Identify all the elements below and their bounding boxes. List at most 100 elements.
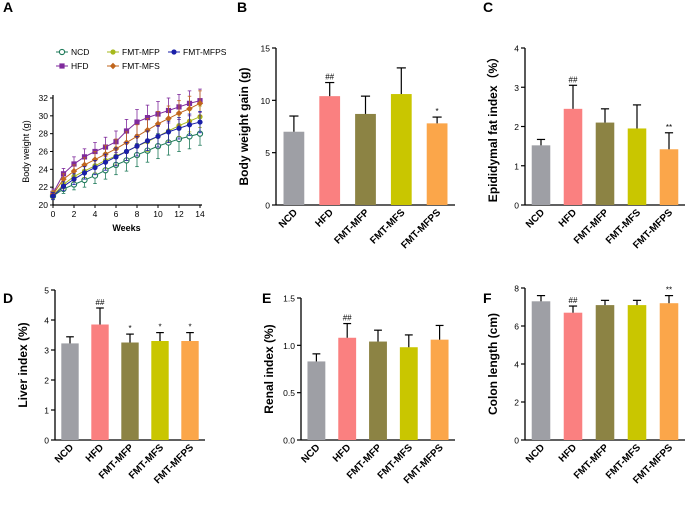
y-tick-label: 0.5	[283, 388, 295, 398]
y-tick-label: 3	[44, 346, 49, 356]
data-point	[197, 119, 203, 125]
significance-label: **	[666, 123, 672, 132]
data-point	[70, 167, 78, 175]
data-point	[176, 125, 182, 131]
y-tick-label: 6	[514, 322, 519, 332]
data-point	[60, 175, 67, 183]
data-point	[109, 62, 117, 70]
bar-FMT-MFP	[355, 113, 376, 205]
data-point	[71, 161, 77, 167]
bar-FMT-MFP	[369, 341, 387, 440]
bar-FMT-MFP	[595, 122, 615, 205]
data-point	[50, 193, 56, 199]
bar-NCD	[531, 145, 551, 205]
legend-item: NCD	[56, 47, 89, 57]
data-point	[144, 126, 151, 134]
data-point	[186, 122, 193, 128]
significance-label: **	[666, 286, 672, 295]
y-tick-label: 4	[514, 44, 519, 54]
data-point	[102, 159, 109, 165]
bar-FMT-MFP	[595, 305, 615, 440]
y-tick-label: 1.0	[283, 341, 295, 351]
category-label: HFD	[557, 207, 579, 229]
y-tick-label: 15	[261, 44, 271, 54]
category-label: NCD	[277, 207, 300, 230]
bar-FMT-MFPS	[426, 123, 448, 205]
legend-label: NCD	[71, 47, 89, 57]
legend: NCD FMT-MFP FMT-MFPS HFD FMT-MFS	[56, 47, 227, 71]
significance-label: *	[128, 324, 131, 333]
y-tick-label: 2	[514, 122, 519, 132]
y-axis-label: Colon length (cm)	[486, 313, 500, 415]
legend-item: FMT-MFS	[107, 61, 160, 71]
data-point	[71, 176, 77, 182]
x-tick-label: 8	[135, 209, 140, 219]
data-point	[81, 161, 88, 169]
data-point	[91, 156, 99, 163]
y-tick-label: 26	[39, 147, 49, 157]
bar-HFD	[91, 324, 109, 440]
data-point	[175, 109, 183, 117]
panel-label-E: E	[262, 290, 271, 306]
category-label: HFD	[314, 207, 336, 229]
data-point	[165, 129, 172, 135]
bar-FMT-MFS	[399, 347, 418, 440]
significance-label: ##	[343, 314, 352, 323]
legend-label: FMT-MFPS	[183, 47, 227, 57]
bar-NCD	[61, 343, 79, 440]
x-tick-label: 6	[114, 209, 119, 219]
y-tick-label: 4	[44, 316, 49, 326]
legend-item: HFD	[56, 61, 88, 71]
x-tick-label: 4	[93, 209, 98, 219]
y-tick-label: 4	[514, 360, 519, 370]
y-tick-label: 5	[265, 148, 270, 158]
legend-label: HFD	[71, 61, 88, 71]
bar-HFD	[563, 312, 583, 440]
data-point	[123, 148, 130, 155]
x-tick-label: 14	[195, 209, 205, 219]
x-tick-label: 2	[72, 209, 77, 219]
series-FMT-MFPS	[50, 110, 203, 201]
y-axis-label: Body weight (g)	[21, 120, 31, 183]
y-axis-label: Body weight gain (g)	[237, 68, 251, 186]
y-tick-label: 5	[44, 286, 49, 296]
y-tick-label: 0	[44, 436, 49, 446]
y-tick-label: 32	[39, 93, 49, 103]
data-point	[165, 115, 172, 122]
category-label: NCD	[524, 207, 547, 230]
y-tick-label: 22	[39, 182, 49, 192]
bar-NCD	[531, 301, 551, 440]
bar-FMT-MFPS	[430, 339, 449, 440]
y-tick-label: 3	[514, 83, 519, 93]
data-point	[154, 120, 162, 128]
data-point	[134, 143, 140, 149]
data-point	[171, 49, 177, 55]
significance-label: ##	[569, 296, 578, 305]
significance-label: ##	[569, 75, 578, 84]
y-tick-label: 28	[39, 129, 49, 139]
bar-FMT-MFS	[627, 305, 647, 440]
y-axis-label: Epididymal fat index（%）	[485, 51, 500, 202]
category-label: HFD	[84, 442, 106, 464]
significance-label: ##	[325, 73, 334, 82]
data-point	[58, 48, 66, 56]
x-tick-label: 0	[51, 209, 56, 219]
bar-NCD	[283, 131, 305, 205]
y-tick-label: 30	[39, 111, 49, 121]
panel-B: B 0 5 10 15 Body weight gain (g) NCD ## HFDFMT-M…	[237, 0, 455, 251]
y-tick-label: 10	[261, 96, 271, 106]
y-tick-label: 24	[39, 164, 49, 174]
y-tick-label: 0	[514, 201, 519, 211]
legend-label: FMT-MFS	[122, 61, 160, 71]
y-tick-label: 0	[514, 436, 519, 446]
y-tick-label: 0.0	[283, 436, 295, 446]
y-axis-label: Renal index (%)	[262, 324, 276, 413]
bar-FMT-MFP	[121, 342, 139, 440]
legend-item: FMT-MFPS	[168, 47, 227, 57]
bar-FMT-MFS	[151, 341, 169, 440]
data-point	[144, 115, 151, 121]
category-label: NCD	[299, 442, 322, 465]
